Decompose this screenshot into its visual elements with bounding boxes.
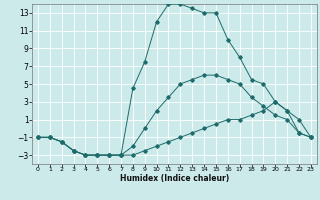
X-axis label: Humidex (Indice chaleur): Humidex (Indice chaleur) bbox=[120, 174, 229, 183]
